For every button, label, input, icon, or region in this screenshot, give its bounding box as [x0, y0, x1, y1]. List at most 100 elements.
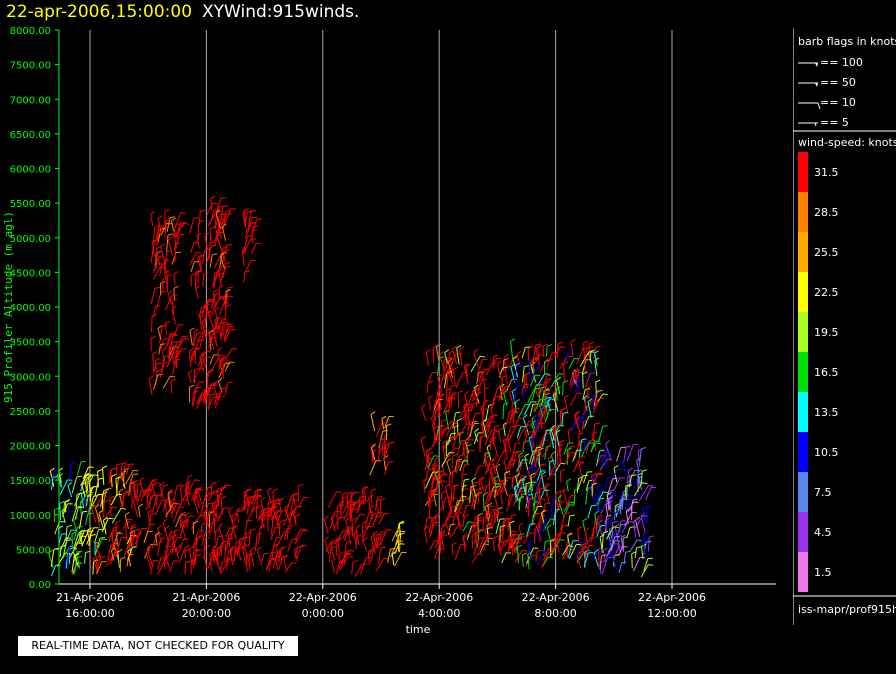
wind-barb [184, 547, 187, 559]
wind-barb [221, 226, 227, 241]
wind-barb [160, 485, 164, 498]
wind-barb-feather [428, 489, 434, 493]
wind-barb-feather [473, 348, 479, 353]
wind-barb [167, 240, 174, 256]
wind-barb [375, 557, 385, 572]
wind-barb [151, 482, 156, 496]
wind-barb [534, 354, 541, 364]
wind-barb [452, 413, 456, 429]
wind-barb [372, 533, 378, 548]
wind-barb-feather [596, 509, 602, 511]
wind-barb [177, 538, 185, 554]
wind-barb [471, 495, 475, 509]
wind-barb [270, 508, 274, 523]
wind-barb [613, 467, 618, 483]
wind-barb [330, 517, 336, 532]
wind-barb-feather [594, 510, 600, 515]
wind-barb-feather [487, 502, 493, 507]
wind-barb-feather [489, 436, 495, 440]
wind-barb [583, 416, 590, 429]
wind-barb-feather [153, 243, 159, 246]
wind-barb-feather [349, 501, 355, 503]
wind-barb-feather [53, 547, 59, 550]
wind-barb [512, 409, 516, 425]
wind-barb [256, 549, 261, 562]
wind-barb [212, 297, 221, 309]
wind-barb [154, 499, 163, 516]
wind-barb-feather [221, 245, 227, 250]
wind-barb [155, 228, 160, 239]
wind-barb [243, 236, 248, 253]
wind-barb-feather [478, 529, 484, 531]
wind-barb [196, 235, 200, 249]
wind-barb [568, 544, 577, 560]
speed-swatch [798, 272, 808, 312]
wind-barb [490, 396, 496, 412]
wind-barb-feather [479, 355, 485, 358]
wind-barb-feather [156, 369, 162, 372]
wind-barb-feather [370, 534, 376, 538]
wind-barb [500, 518, 507, 532]
wind-barb [568, 358, 575, 369]
wind-barb [471, 480, 477, 497]
wind-barb-feather [294, 546, 299, 551]
wind-barb [183, 515, 190, 528]
wind-barb [554, 535, 556, 550]
y-tick-label: 5000.00 [10, 234, 51, 245]
wind-barb [624, 512, 633, 527]
wind-barb [202, 388, 207, 403]
wind-barb-feather [643, 540, 649, 544]
wind-barb [126, 464, 130, 475]
wind-barb [242, 212, 246, 226]
wind-barb-feather [98, 509, 104, 514]
wind-barb [186, 479, 196, 495]
wind-barb [544, 447, 547, 460]
wind-barb-feather [342, 496, 348, 499]
wind-barb-feather [165, 218, 171, 222]
wind-barb-feather [564, 512, 570, 514]
wind-barb-feather [584, 358, 590, 362]
wind-barb [197, 490, 203, 505]
wind-barb [641, 546, 644, 559]
wind-barb [361, 526, 368, 543]
wind-barb [223, 208, 232, 226]
wind-barb [484, 453, 487, 467]
wind-barb [592, 423, 596, 441]
wind-barb [117, 551, 120, 568]
wind-barb-feather [525, 481, 532, 485]
wind-barb-feather [248, 501, 254, 504]
wind-barb-feather [549, 459, 555, 463]
wind-barb-feather [531, 356, 537, 361]
speed-legend-title: wind-speed: knots [798, 136, 896, 149]
wind-barb-feather [539, 442, 545, 446]
wind-barb [549, 541, 552, 558]
wind-barb-feather [461, 484, 467, 488]
wind-barb-feather [597, 490, 603, 494]
wind-barb-feather [545, 502, 551, 505]
wind-barb-feather [76, 475, 82, 478]
wind-barb [532, 513, 536, 526]
wind-barb-feather [152, 351, 158, 355]
wind-barb [163, 559, 166, 570]
wind-barb [206, 245, 212, 263]
wind-barb-feather [533, 449, 539, 454]
wind-barb [583, 343, 585, 358]
wind-barb [171, 501, 176, 512]
wind-barb-feather [446, 458, 452, 462]
wind-barb [499, 386, 506, 400]
wind-barb [638, 485, 649, 501]
wind-barb-feather [467, 403, 473, 406]
wind-barb [74, 555, 79, 568]
wind-barb-feather [381, 415, 387, 420]
wind-barb [584, 398, 587, 411]
wind-barb-feather [536, 383, 542, 386]
wind-barb-feather [256, 504, 262, 508]
wind-barb [206, 516, 209, 527]
wind-barb [278, 521, 281, 536]
wind-barb-feather [519, 483, 525, 486]
wind-barb [587, 388, 589, 399]
wind-barb [166, 535, 172, 548]
wind-barb-feather [352, 508, 358, 511]
wind-barb-feather [628, 520, 634, 523]
wind-barb [214, 531, 216, 543]
